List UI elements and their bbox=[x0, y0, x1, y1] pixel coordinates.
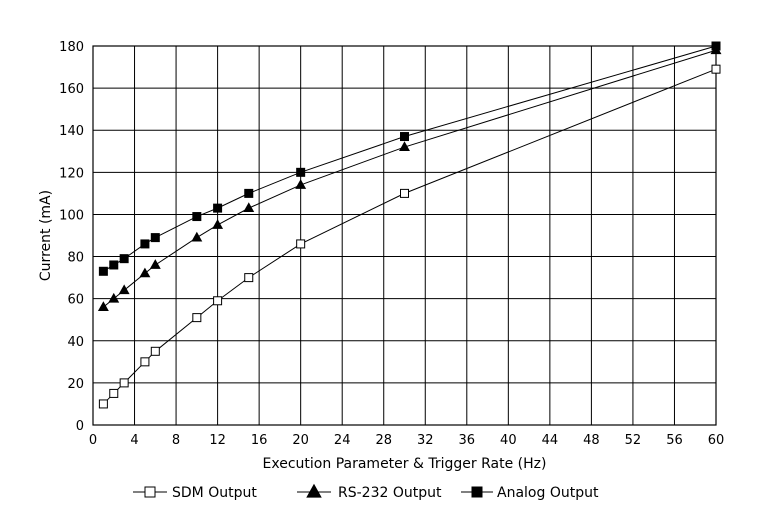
data-point-marker bbox=[109, 260, 119, 270]
data-point-marker bbox=[296, 239, 306, 249]
x-tick-label: 28 bbox=[375, 433, 392, 448]
data-point-marker bbox=[109, 388, 119, 398]
data-point-marker bbox=[140, 239, 150, 249]
data-point-marker bbox=[244, 273, 254, 283]
y-axis-ticks: 0 20 40 60 80 100 120 140 160 180 bbox=[59, 40, 84, 434]
data-point-marker bbox=[191, 231, 203, 242]
x-tick-label: 36 bbox=[459, 433, 476, 448]
x-tick-label: 60 bbox=[708, 433, 725, 448]
data-point-marker bbox=[140, 357, 150, 367]
plot-area-frame bbox=[92, 45, 717, 426]
data-point-marker bbox=[243, 202, 255, 213]
series-sdm-output bbox=[98, 64, 721, 409]
legend-item: Analog Output bbox=[461, 485, 599, 501]
y-tick-label: 40 bbox=[67, 335, 84, 350]
data-point-marker bbox=[108, 292, 120, 303]
data-point-marker bbox=[213, 203, 223, 213]
x-tick-label: 32 bbox=[417, 433, 434, 448]
data-point-marker bbox=[150, 346, 160, 356]
data-point-marker bbox=[192, 313, 202, 323]
y-tick-label: 180 bbox=[59, 40, 84, 55]
data-point-marker bbox=[400, 132, 409, 142]
y-tick-label: 0 bbox=[76, 419, 84, 434]
data-point-marker bbox=[98, 266, 108, 276]
legend-item: SDM Output bbox=[133, 485, 257, 501]
data-point-marker bbox=[471, 486, 483, 498]
data-point-marker bbox=[296, 167, 306, 177]
series-analog-output bbox=[98, 41, 721, 276]
x-tick-label: 48 bbox=[583, 433, 600, 448]
data-point-marker bbox=[144, 486, 156, 498]
data-point-marker bbox=[711, 64, 721, 74]
legend-label: SDM Output bbox=[172, 485, 257, 501]
legend-item: RS-232 Output bbox=[297, 483, 442, 501]
y-axis-title: Current (mA) bbox=[38, 190, 54, 281]
x-tick-label: 52 bbox=[625, 433, 642, 448]
data-point-marker bbox=[212, 219, 224, 229]
data-point-marker bbox=[150, 233, 160, 243]
legend-label: RS-232 Output bbox=[338, 485, 442, 501]
x-tick-label: 20 bbox=[292, 433, 309, 448]
data-point-marker bbox=[119, 378, 129, 388]
y-tick-label: 20 bbox=[67, 377, 84, 392]
data-point-marker bbox=[711, 41, 721, 51]
series-line bbox=[103, 49, 717, 308]
x-tick-label: 12 bbox=[209, 433, 226, 448]
y-tick-label: 140 bbox=[59, 124, 84, 139]
data-point-marker bbox=[192, 212, 202, 222]
data-point-marker bbox=[244, 188, 254, 198]
x-tick-label: 24 bbox=[334, 433, 351, 448]
legend: SDM Output RS-232 Output Analog Output bbox=[133, 483, 599, 501]
data-point-marker bbox=[119, 254, 129, 264]
x-axis-ticks: 0 4 8 12 16 20 24 28 32 36 40 44 48 52 56 60 bbox=[89, 433, 724, 448]
data-point-marker bbox=[213, 296, 223, 306]
y-tick-label: 60 bbox=[67, 293, 84, 308]
x-tick-label: 16 bbox=[251, 433, 268, 448]
data-point-marker bbox=[400, 188, 409, 198]
y-tick-label: 80 bbox=[67, 251, 84, 266]
series-rs-232-output bbox=[97, 44, 722, 311]
data-point-marker bbox=[149, 259, 161, 269]
gridlines bbox=[92, 45, 717, 426]
data-point-marker bbox=[118, 284, 130, 295]
data-point-marker bbox=[295, 179, 307, 189]
x-tick-label: 44 bbox=[542, 433, 559, 448]
y-tick-label: 120 bbox=[59, 166, 84, 181]
y-tick-label: 100 bbox=[59, 208, 84, 223]
legend-label: Analog Output bbox=[497, 485, 599, 501]
x-tick-label: 0 bbox=[89, 433, 97, 448]
data-point-marker bbox=[98, 399, 108, 409]
x-tick-label: 8 bbox=[172, 433, 180, 448]
data-point-marker bbox=[97, 301, 109, 311]
x-axis-title: Execution Parameter & Trigger Rate (Hz) bbox=[263, 456, 547, 472]
y-tick-label: 160 bbox=[59, 82, 84, 97]
x-tick-label: 56 bbox=[666, 433, 683, 448]
data-point-marker bbox=[139, 267, 151, 278]
x-tick-label: 4 bbox=[130, 433, 138, 448]
data-point-marker bbox=[399, 141, 410, 151]
series-layer bbox=[97, 41, 722, 409]
x-tick-label: 40 bbox=[500, 433, 517, 448]
data-point-marker bbox=[306, 483, 322, 498]
